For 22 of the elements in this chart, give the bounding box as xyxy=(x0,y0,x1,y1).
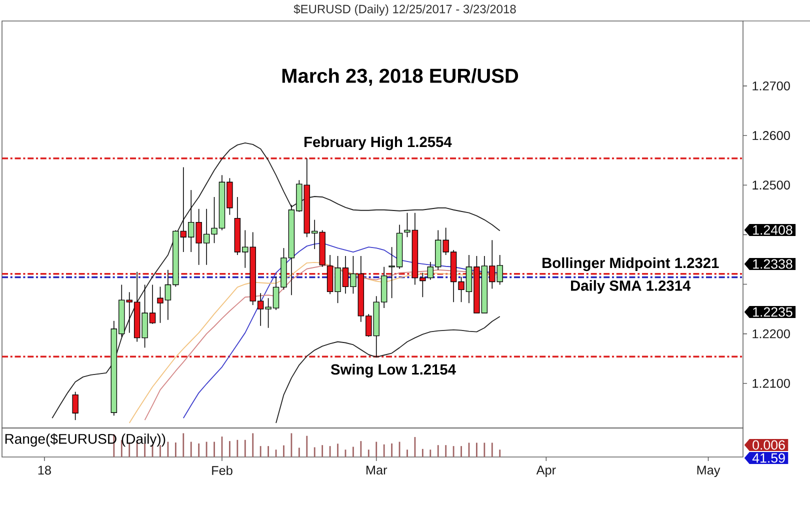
y-tick-label: 1.2200 xyxy=(752,329,790,338)
y-tick-label: 1.2600 xyxy=(752,131,790,140)
x-tick-label: May xyxy=(697,466,720,478)
text: March 23, 2018 EUR/USD xyxy=(282,68,518,86)
text: 1.2338 xyxy=(753,259,792,269)
ref-line-label: February High 1.2554 xyxy=(304,136,452,150)
ref-line-label: Bollinger Midpoint 1.2321 xyxy=(542,257,719,272)
text: 0.006 xyxy=(752,440,785,450)
y-tick-label: 1.2100 xyxy=(752,378,790,388)
x-tick-label: Feb xyxy=(212,466,232,476)
chart-subtitle: $EURUSD (Daily) 12/25/2017 - 3/23/2018 xyxy=(294,4,516,16)
text: 1.2408 xyxy=(753,225,792,235)
candlestick xyxy=(72,391,78,420)
x-tick-label: Mar xyxy=(366,466,388,475)
y-tick-label: 1.2500 xyxy=(752,180,790,190)
x-tick-label: 18 xyxy=(38,466,51,475)
ref-line-label: Swing Low 1.2154 xyxy=(330,364,456,378)
text: 1.2235 xyxy=(753,307,792,317)
ref-line-label: Daily SMA 1.2314 xyxy=(571,280,691,294)
y-tick-label: 1.2700 xyxy=(752,81,790,90)
text: 41.59 xyxy=(752,453,785,463)
x-tick-label: Apr xyxy=(536,466,556,478)
